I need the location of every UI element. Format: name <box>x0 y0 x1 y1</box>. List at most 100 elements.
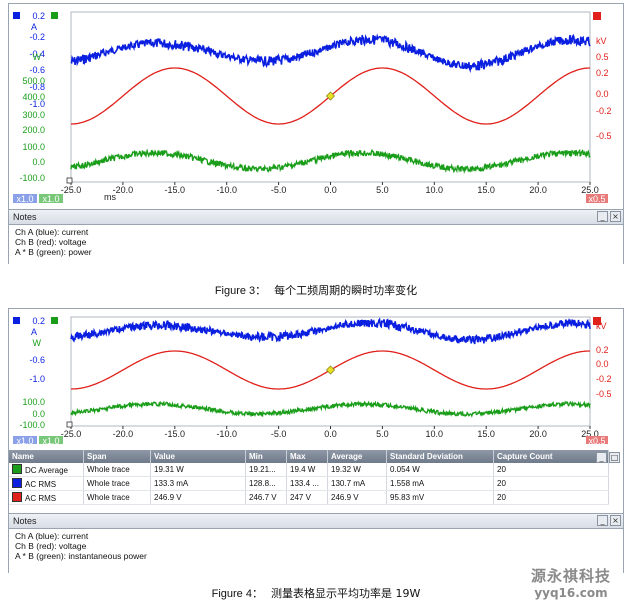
table-row[interactable]: DC Average Whole trace 19.31 W 19.21... … <box>9 463 609 477</box>
trigger-marker-icon[interactable] <box>325 91 336 101</box>
row-average: 130.7 mA <box>327 476 387 491</box>
channel-a-scale-badge[interactable] <box>13 194 37 203</box>
channel-a-current-trace[interactable] <box>70 33 591 74</box>
row-capture-count: 20 <box>493 463 609 477</box>
power-trace[interactable] <box>70 148 591 175</box>
minimize-icon[interactable]: _ <box>597 211 608 222</box>
x-tick-label: 25.0 <box>581 429 599 439</box>
power-scale-badge[interactable] <box>39 436 63 444</box>
x-tick-label: -5.0 <box>271 429 287 439</box>
measurements-header-row: Name Span Value Min Max Average Standard… <box>9 450 609 463</box>
figure4-notes-body[interactable]: Ch A (blue): current Ch B (red): voltage… <box>9 529 623 563</box>
power-scale-label: x1.0 <box>42 194 59 204</box>
power-trace[interactable] <box>70 400 591 418</box>
row-average: 19.32 W <box>327 463 387 477</box>
figure3-note-line: Ch B (red): voltage <box>15 237 87 247</box>
x-unit-label: ms <box>104 192 116 202</box>
channel-b-tick-label: -0.2 <box>596 374 612 384</box>
channel-b-marker-icon[interactable] <box>593 317 601 325</box>
row-average: 246.9 V <box>327 490 387 505</box>
x-tick-label: 10.0 <box>426 185 444 195</box>
power-marker-icon[interactable] <box>51 317 58 324</box>
channel-a-tick-label: -0.4 <box>29 49 45 59</box>
channel-a-scale-badge[interactable] <box>13 436 37 444</box>
power-tick-label: 400.0 <box>22 92 45 102</box>
figure4-caption: Figure 4： 测量表格显示平均功率是 19W <box>0 585 632 601</box>
col-min[interactable]: Min <box>245 450 287 463</box>
figure4-notes-pane: Notes _ × Ch A (blue): current Ch B (red… <box>9 513 623 573</box>
row-value: 246.9 V <box>150 490 246 505</box>
figure4-caption-label: Figure 4： <box>211 588 263 600</box>
trigger-marker-icon[interactable] <box>325 365 336 375</box>
close-icon[interactable]: × <box>610 515 621 526</box>
x-tick-label: 0.0 <box>324 429 337 439</box>
figure4-notes-header: Notes _ × <box>9 514 623 529</box>
figure4-panel: -25.0 -20.0 -15.0 -10.0 -5.0 0.0 5.0 10.0 15.0 20… <box>8 308 624 573</box>
col-average[interactable]: Average <box>327 450 387 463</box>
table-row[interactable]: AC RMS Whole trace 246.9 V 246.7 V 247 V… <box>9 490 609 505</box>
col-max[interactable]: Max <box>286 450 328 463</box>
x-tick-label: -20.0 <box>113 185 134 195</box>
power-scale-label: x1.0 <box>42 436 59 444</box>
channel-a-current-trace[interactable] <box>70 317 591 345</box>
figure3-scope-plot[interactable]: -25.0 -20.0 -15.0 -10.0 -5.0 0.0 5.0 10.0 15.0 20… <box>9 4 623 209</box>
row-span: Whole trace <box>83 490 151 505</box>
x-tick-label: 25.0 <box>581 185 599 195</box>
row-std-dev: 95.83 mV <box>386 490 494 505</box>
channel-a-marker-icon[interactable] <box>13 317 20 324</box>
power-marker-icon[interactable] <box>51 12 58 19</box>
power-swatch-icon <box>12 464 22 474</box>
channel-a-scale-label: x1.0 <box>16 436 33 444</box>
row-span: Whole trace <box>83 476 151 491</box>
figure3-notes-title: Notes <box>13 212 37 222</box>
minimize-icon[interactable]: _ <box>597 515 608 526</box>
watermark-logo: 源永祺科技 yyq16.com <box>516 565 626 600</box>
ruler-handle-icon[interactable] <box>66 421 73 428</box>
col-name[interactable]: Name <box>9 450 84 463</box>
power-scale-badge[interactable] <box>39 194 63 203</box>
channel-a-tick-label: -1.0 <box>29 374 45 384</box>
x-tick-label: -25.0 <box>61 185 82 195</box>
x-tick-label: 20.0 <box>529 185 547 195</box>
watermark-line2: yyq16.com <box>534 586 608 600</box>
figure3-caption: Figure 3： 每个工频周期的瞬时功率变化 <box>0 282 632 298</box>
x-tick-label: -20.0 <box>113 429 134 439</box>
channel-b-scale-badge[interactable] <box>586 194 608 203</box>
channel-a-axis-top: 0.2 <box>32 11 45 21</box>
minimize-icon[interactable]: _ <box>596 452 607 463</box>
figure3-caption-label: Figure 3： <box>214 285 267 297</box>
power-tick-label: 0.0 <box>32 409 45 419</box>
figure4-note-line: Ch A (blue): current <box>15 531 89 541</box>
maximize-icon[interactable]: □ <box>609 452 620 463</box>
measurements-window-buttons: _ □ <box>596 452 620 463</box>
channel-b-tick-label: 0.0 <box>596 359 609 369</box>
channel-b-marker-icon[interactable] <box>593 12 601 20</box>
table-row[interactable]: AC RMS Whole trace 133.3 mA 128.8... 133… <box>9 476 609 491</box>
figure3-notes-body[interactable]: Ch A (blue): current Ch B (red): voltage… <box>9 225 623 259</box>
figure4-scope-plot[interactable]: -25.0 -20.0 -15.0 -10.0 -5.0 0.0 5.0 10.0 15.0 20… <box>9 309 623 444</box>
power-tick-label: -100.0 <box>19 420 45 430</box>
row-max: 247 V <box>286 490 328 505</box>
channel-a-marker-icon[interactable] <box>13 12 20 19</box>
x-tick-label: 5.0 <box>376 429 389 439</box>
row-max: 133.4 ... <box>286 476 328 491</box>
row-span: Whole trace <box>83 463 151 477</box>
channel-b-scale-badge[interactable] <box>586 436 608 444</box>
power-tick-label: 0.0 <box>32 157 45 167</box>
row-std-dev: 1.558 mA <box>386 476 494 491</box>
close-icon[interactable]: × <box>610 211 621 222</box>
power-tick-label: 500.0 <box>22 76 45 86</box>
col-capture-count[interactable]: Capture Count <box>493 450 609 463</box>
col-value[interactable]: Value <box>150 450 246 463</box>
channel-a-unit-label: A <box>31 327 37 337</box>
channel-a-unit-label: A <box>31 22 37 32</box>
row-min: 246.7 V <box>245 490 287 505</box>
ruler-handle-icon[interactable] <box>66 177 73 184</box>
row-capture-count: 20 <box>493 476 609 491</box>
channel-a-tick-label: -0.2 <box>29 32 45 42</box>
col-span[interactable]: Span <box>83 450 151 463</box>
figure4-notes-title: Notes <box>13 516 37 526</box>
x-tick-label: 5.0 <box>376 185 389 195</box>
row-value: 19.31 W <box>150 463 246 477</box>
col-std-dev[interactable]: Standard Deviation <box>386 450 494 463</box>
